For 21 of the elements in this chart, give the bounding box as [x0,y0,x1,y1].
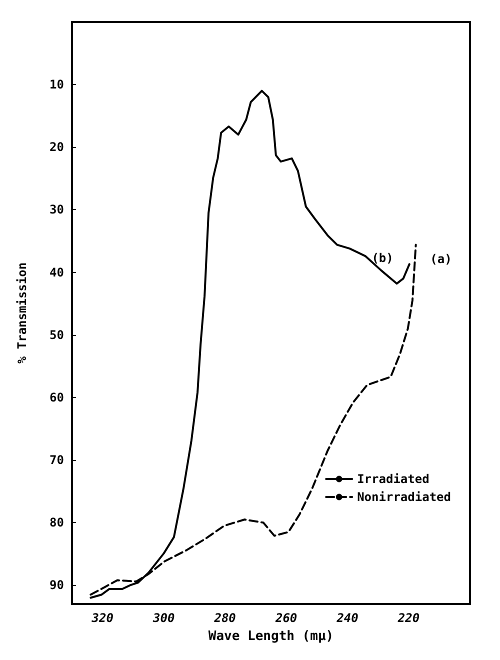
y-tick-label: 90 [50,578,64,592]
x-tick-label: 240 [336,611,358,625]
y-tick-label: 60 [50,390,64,404]
x-tick-label: 260 [274,611,298,625]
legend-label: Nonirradiated [357,490,451,504]
x-axis-title: Wave Length (mμ) [208,629,334,644]
x-tick-label: 320 [90,611,114,625]
legend-label: Irradiated [357,472,430,486]
annotation: (b) [372,251,394,266]
y-tick-label: 80 [50,516,64,530]
y-axis-title: % Transmission [15,262,29,364]
x-tick-label: 300 [152,611,175,625]
y-tick-label: 10 [50,78,64,92]
annotation: (a) [430,252,452,266]
x-tick-label: 280 [213,611,236,625]
y-tick-label: 40 [50,265,64,280]
y-tick-label: 70 [50,453,64,468]
x-tick-label: 220 [396,611,420,625]
y-tick-label: 20 [50,140,64,154]
y-tick-label: 30 [50,202,64,217]
y-tick-label: 50 [50,328,64,342]
